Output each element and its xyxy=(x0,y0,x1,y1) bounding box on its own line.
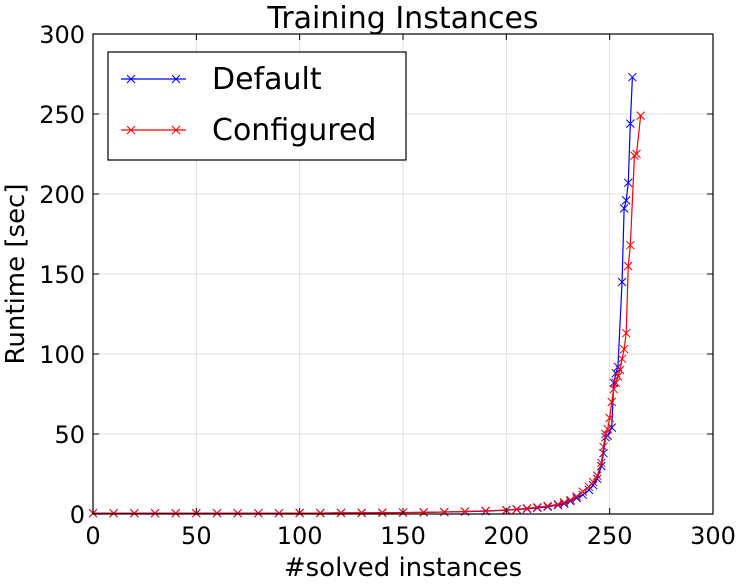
data-point-marker-b xyxy=(566,495,575,505)
data-point-marker-b xyxy=(628,72,637,82)
data-point-marker-b xyxy=(636,111,646,120)
data-point-marker-b xyxy=(592,474,602,484)
legend-box xyxy=(107,51,407,161)
data-point-marker-b xyxy=(315,508,325,518)
series-layer xyxy=(88,72,646,518)
data-point-marker-b xyxy=(253,508,263,518)
y-tick-label: 0 xyxy=(70,501,85,529)
data-point-marker-b xyxy=(512,504,522,514)
data-point-marker-b xyxy=(619,204,629,213)
data-point-marker-b xyxy=(233,508,243,518)
legend-marker-b xyxy=(171,125,181,135)
data-point-marker-b xyxy=(553,500,563,509)
data-point-marker-b xyxy=(621,196,631,205)
data-point-marker-b xyxy=(109,508,119,518)
legend-label: Default xyxy=(212,62,322,97)
series-configured xyxy=(88,111,646,518)
data-point-marker-b xyxy=(588,477,598,487)
data-point-marker-b xyxy=(605,413,615,423)
y-tick-label: 50 xyxy=(54,421,85,449)
data-point-marker-b xyxy=(617,354,627,364)
y-tick-label: 200 xyxy=(39,181,85,209)
data-point-marker-b xyxy=(617,277,627,287)
x-tick-label: 250 xyxy=(587,522,633,550)
data-point-marker-b xyxy=(621,328,631,338)
data-point-marker-b xyxy=(623,178,633,188)
data-point-marker-b xyxy=(619,344,629,354)
x-tick-label: 150 xyxy=(380,522,426,550)
data-point-marker-b xyxy=(150,508,160,518)
data-point-marker-b xyxy=(522,504,532,513)
data-point-marker-b xyxy=(274,508,284,518)
x-tick-label: 0 xyxy=(85,522,100,550)
data-point-marker-b xyxy=(553,500,563,510)
data-point-marker-b xyxy=(603,424,612,434)
data-point-marker-b xyxy=(532,502,542,512)
data-point-marker-b xyxy=(543,501,553,511)
legend-label: Configured xyxy=(212,113,376,148)
chart-title: Training Instances xyxy=(266,1,538,36)
data-point-marker-b xyxy=(597,461,606,471)
data-point-marker-b xyxy=(607,397,617,407)
legend: Default Configured xyxy=(107,51,407,161)
data-point-marker-b xyxy=(171,508,181,518)
data-point-marker-b xyxy=(613,372,623,381)
y-tick-label: 300 xyxy=(39,21,85,49)
data-point-marker-b xyxy=(129,508,139,518)
data-point-marker-b xyxy=(578,487,588,496)
x-tick-label: 200 xyxy=(483,522,529,550)
x-axis-label: #solved instances xyxy=(284,553,522,583)
data-point-marker-b xyxy=(419,508,429,517)
data-point-marker-b xyxy=(599,442,608,452)
legend-marker-b xyxy=(126,74,136,84)
data-point-marker-b xyxy=(611,378,621,388)
x-tick-label: 100 xyxy=(277,522,323,550)
data-point-marker-b xyxy=(615,365,625,375)
y-tick-label: 250 xyxy=(39,101,85,129)
data-point-marker-b xyxy=(377,508,387,518)
y-tick-label: 100 xyxy=(39,341,85,369)
data-point-marker-b xyxy=(592,471,602,480)
legend-marker-b xyxy=(171,74,181,84)
data-point-marker-b xyxy=(625,119,635,128)
data-point-marker-b xyxy=(601,429,610,439)
data-point-marker-b xyxy=(597,458,606,468)
legend-marker-b xyxy=(126,125,136,135)
data-point-marker-b xyxy=(357,508,367,518)
data-point-marker-b xyxy=(599,448,608,458)
data-point-marker-b xyxy=(543,502,553,512)
data-point-marker-b xyxy=(625,240,635,250)
data-point-marker-b xyxy=(611,368,621,378)
data-point-marker-b xyxy=(609,384,619,394)
data-point-marker-b xyxy=(336,508,346,518)
x-tick-label: 300 xyxy=(690,522,736,550)
data-point-marker-b xyxy=(623,261,633,271)
data-point-marker-b xyxy=(572,492,581,501)
axis-ticks: 0 50 100 150 200 250 300 0 50 100 150 200 250 300 xyxy=(39,21,736,550)
data-point-marker-b xyxy=(212,508,222,518)
y-tick-label: 150 xyxy=(39,261,85,289)
x-tick-label: 50 xyxy=(181,522,212,550)
y-axis-label: Runtime [sec] xyxy=(1,184,31,365)
data-point-marker-b xyxy=(578,490,588,500)
data-point-marker-b xyxy=(559,498,569,507)
data-point-marker-b xyxy=(632,149,641,159)
